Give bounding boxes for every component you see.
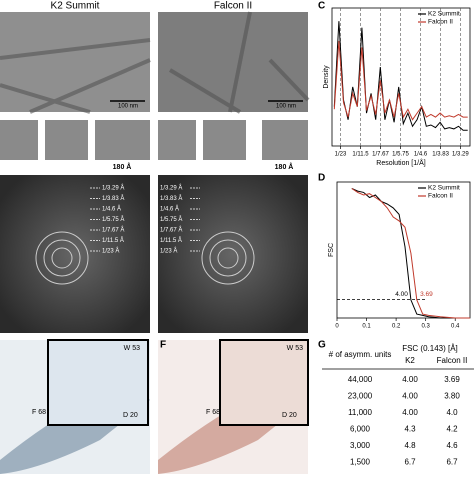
table-cell: 44,000 bbox=[348, 375, 373, 384]
table-cell: 23,000 bbox=[348, 392, 373, 401]
table-cell: 3.69 bbox=[444, 375, 460, 384]
x-tick-label: 1/3.83 bbox=[432, 152, 449, 158]
legend-label: Falcon II bbox=[428, 193, 453, 200]
panel-label: D bbox=[318, 173, 325, 184]
x-tick-label: 1/5.75 bbox=[392, 152, 409, 158]
x-tick-label: 1/4.6 bbox=[414, 152, 428, 158]
scalebar-label: 100 nm bbox=[118, 104, 138, 110]
table-cell: 4.2 bbox=[446, 425, 458, 434]
x-tick-label: 0.3 bbox=[421, 324, 430, 330]
inset bbox=[47, 339, 149, 426]
table-header: # of asymm. units bbox=[329, 350, 392, 359]
series-line bbox=[351, 188, 470, 319]
residue-label: W 53 bbox=[124, 345, 140, 352]
fft-label: 1/7.67 Å bbox=[160, 227, 182, 234]
micrograph bbox=[0, 12, 150, 112]
fft-label: 1/11.5 Å bbox=[102, 237, 124, 244]
y-axis-label: Density bbox=[323, 65, 330, 89]
table-subheader: Falcon II bbox=[437, 356, 468, 365]
table-cell: 4.00 bbox=[402, 408, 418, 417]
table-cell: 4.6 bbox=[446, 441, 458, 450]
series-line bbox=[333, 40, 468, 121]
fft-label: 1/3.29 Å bbox=[102, 185, 124, 192]
fft-label: 1/3.83 Å bbox=[102, 195, 124, 202]
fft bbox=[0, 175, 150, 333]
table-cell: 1,500 bbox=[350, 458, 371, 467]
crops bbox=[0, 120, 308, 160]
fft-label: 1/4.6 Å bbox=[102, 206, 121, 213]
legend-label: Falcon II bbox=[428, 19, 453, 26]
plot-frame bbox=[331, 7, 471, 147]
legend-label: K2 Summit bbox=[428, 11, 460, 18]
scalebar-label: 100 nm bbox=[276, 104, 296, 110]
fft-rings bbox=[35, 231, 255, 285]
table-cell: 6,000 bbox=[350, 425, 371, 434]
table-header: FSC (0.143) [Å] bbox=[402, 344, 458, 353]
fft-label: 1/3.29 Å bbox=[160, 185, 182, 192]
fft bbox=[158, 175, 308, 333]
inset bbox=[219, 339, 309, 426]
x-tick-label: 1/7.67 bbox=[372, 152, 389, 158]
x-tick-label: 0 bbox=[335, 324, 339, 330]
residue-label: W 53 bbox=[287, 345, 303, 352]
fft-label: 1/3.83 Å bbox=[160, 195, 182, 202]
table-cell: 3,000 bbox=[350, 441, 371, 450]
x-tick-label: 0.4 bbox=[451, 324, 460, 330]
filaments bbox=[0, 11, 310, 114]
title: Falcon II bbox=[214, 1, 252, 12]
table-cell: 4.0 bbox=[446, 408, 458, 417]
fft-label: 1/11.5 Å bbox=[160, 237, 182, 244]
panel-label: F bbox=[160, 340, 166, 351]
x-tick-label: 0.2 bbox=[392, 324, 401, 330]
table-cell: 4.00 bbox=[402, 392, 418, 401]
legend-label: K2 Summit bbox=[428, 185, 460, 192]
x-axis-label: Resolution [1/Å] bbox=[376, 158, 425, 167]
fft-label: 1/4.6 Å bbox=[160, 206, 179, 213]
scalebar-label: 180 Å bbox=[275, 162, 294, 171]
fft-label: 1/23 Å bbox=[160, 248, 177, 255]
residue-label: F 68 bbox=[206, 409, 220, 416]
residue-label: D 20 bbox=[123, 412, 138, 419]
residue-label: D 20 bbox=[282, 412, 297, 419]
y-axis-label: FSC bbox=[328, 243, 335, 257]
x-tick-label: 1/3.29 bbox=[452, 152, 469, 158]
table-cell: 4.8 bbox=[404, 441, 416, 450]
panel-label: G bbox=[318, 340, 326, 351]
table-cell: 6.7 bbox=[404, 458, 416, 467]
panel-label: C bbox=[318, 1, 325, 12]
fft-label: 1/5.75 Å bbox=[160, 216, 182, 223]
table-cell: 4.00 bbox=[402, 375, 418, 384]
fft-label: 1/23 Å bbox=[102, 248, 119, 255]
table-cell: 6.7 bbox=[446, 458, 458, 467]
table-cell: 3.80 bbox=[444, 392, 460, 401]
annotation: 4.00 bbox=[395, 291, 408, 298]
plot-frame bbox=[336, 181, 471, 319]
series-line bbox=[333, 21, 468, 131]
x-tick-label: 1/11.5 bbox=[352, 152, 369, 158]
residue-label: F 68 bbox=[32, 409, 46, 416]
table-cell: 4.3 bbox=[404, 425, 416, 434]
title: K2 Summit bbox=[51, 1, 100, 12]
fft-label: 1/7.67 Å bbox=[102, 227, 124, 234]
series-line bbox=[351, 188, 470, 319]
annotation: 3.69 bbox=[420, 291, 433, 298]
table-subheader: K2 bbox=[405, 356, 415, 365]
x-tick-label: 1/23 bbox=[335, 152, 347, 158]
table-cell: 11,000 bbox=[348, 408, 372, 417]
table: # of asymm. units FSC (0.143) [Å] K2 Falcon… bbox=[322, 344, 474, 467]
fft-label: 1/5.75 Å bbox=[102, 216, 124, 223]
scalebar-label: 180 Å bbox=[113, 162, 132, 171]
x-tick-label: 0.1 bbox=[362, 324, 371, 330]
